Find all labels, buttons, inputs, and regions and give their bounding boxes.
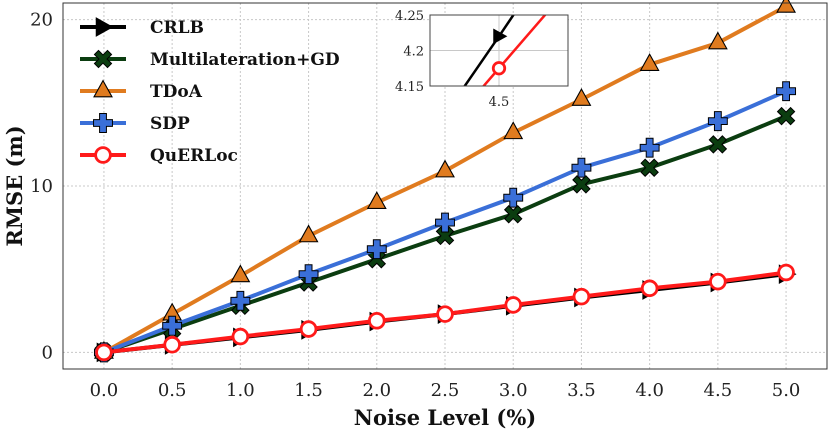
inset-zoom: 4.15 4.2 4.25 4.5 [395, 9, 569, 110]
x-tick-label: 3.5 [567, 380, 596, 401]
data-point-sdp [707, 111, 728, 132]
inset-series [463, 15, 547, 86]
series-layer [93, 0, 797, 363]
legend-marker-crlb [95, 17, 114, 37]
x-tick-label: 0.0 [90, 380, 119, 401]
data-point-tdoa [571, 88, 592, 106]
data-point-tdoa [776, 0, 797, 13]
data-point-querloc [368, 311, 386, 330]
data-point-multilateration-gd [776, 106, 796, 126]
legend-marker-sdp [93, 113, 113, 133]
data-point-tdoa [230, 264, 251, 283]
y-tick-label: 20 [30, 10, 53, 31]
legend-marker-multilateration-gd [93, 49, 113, 69]
y-axis-title: RMSE (m) [2, 125, 27, 246]
x-tick-label: 0.5 [158, 380, 187, 401]
data-point-sdp [230, 290, 251, 311]
tick-labels: 0.0 0.5 1.0 1.5 2.0 2.5 3.0 3.5 4.0 4.5 5.0 0 10 20 [30, 10, 800, 401]
legend: CRLB Multilateration+GD TDoA SDP QuERLoc [80, 17, 340, 166]
legend-label-sdp: SDP [150, 114, 190, 134]
x-tick-label: 5.0 [772, 380, 801, 401]
inset-y-tick-label: 4.15 [395, 80, 424, 95]
legend-marker-tdoa [93, 79, 113, 98]
legend-label-multilateration-gd: Multilateration+GD [150, 50, 340, 70]
data-point-tdoa [639, 53, 660, 71]
data-point-sdp [435, 212, 455, 233]
x-axis-title: Noise Level (%) [354, 405, 536, 430]
legend-label-crlb: CRLB [150, 18, 204, 38]
data-point-querloc [572, 287, 591, 306]
x-tick-label: 4.0 [635, 380, 664, 401]
y-tick-label: 0 [42, 342, 53, 363]
data-point-sdp [366, 239, 387, 260]
data-point-querloc [436, 305, 454, 323]
data-point-tdoa [503, 121, 524, 140]
data-point-querloc [95, 343, 113, 362]
data-point-sdp [571, 157, 592, 178]
data-point-tdoa [366, 191, 387, 210]
x-tick-label: 2.5 [431, 380, 460, 401]
plot-frame [62, 2, 828, 370]
inset-frame [429, 14, 569, 87]
data-point-tdoa [298, 224, 319, 243]
inset-y-tick-label: 4.2 [403, 45, 424, 60]
data-point-multilateration-gd [503, 205, 523, 224]
x-tick-label: 1.5 [294, 380, 323, 401]
data-point-querloc [777, 263, 795, 282]
x-tick-label: 1.0 [226, 380, 255, 401]
data-point-sdp [162, 315, 183, 336]
x-tick-label: 2.0 [362, 380, 391, 401]
data-point-multilateration-gd [708, 135, 728, 154]
data-point-querloc [709, 272, 727, 291]
data-point-multilateration-gd [367, 249, 387, 269]
inset-x-tick-label: 4.5 [489, 95, 510, 110]
data-point-sdp [639, 137, 660, 158]
data-point-querloc [504, 296, 522, 314]
data-point-sdp [776, 81, 797, 102]
y-tick-label: 10 [30, 176, 53, 197]
data-point-multilateration-gd [640, 158, 659, 177]
legend-label-querloc: QuERLoc [150, 146, 238, 166]
data-point-multilateration-gd [435, 226, 455, 246]
data-point-querloc [640, 279, 659, 298]
legend-marker-querloc [94, 146, 112, 164]
data-point-tdoa [435, 159, 455, 178]
inset-point-querloc [491, 61, 507, 76]
x-tick-label: 4.5 [704, 380, 733, 401]
x-tick-label: 3.0 [499, 380, 528, 401]
data-point-tdoa [707, 31, 728, 50]
data-point-sdp [503, 187, 524, 208]
inset-y-tick-label: 4.25 [395, 9, 424, 24]
inset-point-crlb [493, 28, 508, 45]
data-point-querloc [231, 327, 250, 346]
data-point-sdp [298, 264, 319, 285]
data-point-querloc [299, 320, 318, 338]
data-point-multilateration-gd [572, 175, 591, 194]
legend-label-tdoa: TDoA [150, 82, 203, 102]
data-point-querloc [163, 335, 181, 354]
